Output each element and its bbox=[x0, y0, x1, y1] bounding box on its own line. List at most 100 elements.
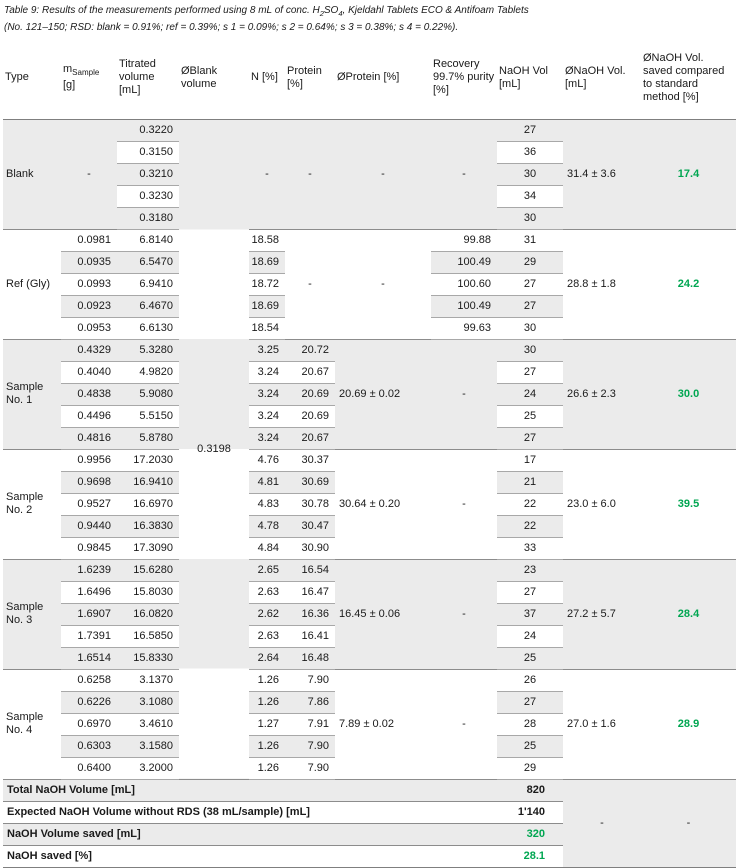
data-row: 0.4816 5.8780 3.24 20.67 27 bbox=[3, 427, 736, 450]
cell-naoh-vol: 33 bbox=[497, 537, 563, 560]
cell-titrated-volume: 0.3150 bbox=[117, 141, 179, 164]
cell-protein: 30.47 bbox=[285, 515, 335, 538]
cell-protein: 20.67 bbox=[285, 427, 335, 450]
cell-nitrogen: 18.54 bbox=[249, 317, 285, 340]
cell-titrated-volume: 5.5150 bbox=[117, 405, 179, 428]
cell-avg-naoh: 27.2 ± 5.7 bbox=[563, 558, 641, 669]
data-row: Ref (Gly) 0.0981 6.8140 18.58- -99.88 31 28.8 … bbox=[3, 228, 736, 339]
cell-nitrogen: 1.27 bbox=[249, 713, 285, 736]
data-row: 0.9698 16.9410 4.81 30.69 21 bbox=[3, 471, 736, 494]
cell-titrated-volume: 3.4610 bbox=[117, 713, 179, 736]
cell-titrated-volume: 5.8780 bbox=[117, 427, 179, 450]
cell-titrated-volume: 3.2000 bbox=[117, 757, 179, 780]
cell-nitrogen: 2.63 bbox=[249, 581, 285, 604]
cell-titrated-volume: 6.5470 bbox=[117, 251, 179, 274]
cell-protein: 7.90 bbox=[285, 735, 335, 758]
summary-row: Expected NaOH Volume without RDS (38 mL/… bbox=[3, 800, 736, 823]
cell-naoh-vol: 30 bbox=[497, 163, 563, 186]
cell-mass: 0.0981 bbox=[61, 228, 117, 252]
cell-naoh-saved: 28.9 bbox=[641, 668, 736, 779]
cell-mass: 0.9527 bbox=[61, 493, 117, 516]
cell-naoh-vol: 27 bbox=[497, 118, 563, 142]
cell-recovery-merged: - bbox=[431, 668, 497, 779]
summary-value: 1'140 bbox=[497, 800, 563, 823]
cell-protein: 30.90 bbox=[285, 537, 335, 560]
type-cell: Sample No. 3 bbox=[3, 558, 61, 669]
column-header-avg-naoh: ØNaOH Vol. [mL] bbox=[563, 37, 641, 120]
cell-titrated-volume: 0.3230 bbox=[117, 185, 179, 208]
data-row: Sample No. 4 0.6258 3.1370 1.26 7.90 7.89 ± 0… bbox=[3, 668, 736, 779]
cell-naoh-vol: 27 bbox=[497, 361, 563, 384]
cell-titrated-volume: 15.6280 bbox=[117, 558, 179, 582]
cell-nitrogen: 18.69 bbox=[249, 295, 285, 318]
cell-naoh-vol: 22 bbox=[497, 493, 563, 516]
data-row: 0.9845 17.3090 4.84 30.90 33 bbox=[3, 537, 736, 560]
cell-mass: 0.0935 bbox=[61, 251, 117, 274]
blank-volume-cell: 0.3198 bbox=[179, 118, 249, 779]
data-row: 0.9440 16.3830 4.78 30.47 22 bbox=[3, 515, 736, 538]
cell-avg-protein: 30.64 ± 0.20 bbox=[335, 448, 431, 559]
summary-saved-dash: - bbox=[641, 778, 736, 868]
cell-mass: 0.0993 bbox=[61, 273, 117, 296]
cell-titrated-volume: 16.5850 bbox=[117, 625, 179, 648]
cell-protein: 7.90 bbox=[285, 757, 335, 780]
data-row: 0.4838 5.9080 3.24 20.69 24 bbox=[3, 383, 736, 406]
cell-nitrogen: 1.26 bbox=[249, 735, 285, 758]
cell-nitrogen: 1.26 bbox=[249, 668, 285, 692]
cell-nitrogen-merged: - bbox=[249, 118, 285, 229]
column-header-naoh-vol: NaOH Vol [mL] bbox=[497, 37, 563, 120]
cell-recovery-merged: - bbox=[431, 558, 497, 669]
cell-nitrogen: 4.83 bbox=[249, 493, 285, 516]
column-header-naoh-saved: ØNaOH Vol. saved compared to standard me… bbox=[641, 37, 736, 120]
cell-titrated-volume: 6.6130 bbox=[117, 317, 179, 340]
data-row: 0.0923 6.4670 18.69 100.49 27 bbox=[3, 295, 736, 318]
cell-protein: 20.67 bbox=[285, 361, 335, 384]
data-row: Sample No. 1 0.4329 5.3280 3.25 20.72 20.69 ±… bbox=[3, 338, 736, 449]
cell-protein: 16.36 bbox=[285, 603, 335, 626]
cell-titrated-volume: 4.9820 bbox=[117, 361, 179, 384]
cell-protein: 7.90 bbox=[285, 668, 335, 692]
cell-nitrogen: 3.24 bbox=[249, 361, 285, 384]
table-body: Blank -0.3220 0.3198- - - -27 31.4 ± 3.6 17.4 0.… bbox=[3, 118, 736, 868]
data-row: 1.6514 15.8330 2.64 16.48 25 bbox=[3, 647, 736, 670]
cell-nitrogen: 2.65 bbox=[249, 558, 285, 582]
summary-row: NaOH Volume saved [mL] 320 bbox=[3, 822, 736, 845]
cell-avg-protein: - bbox=[335, 228, 431, 339]
cell-naoh-vol: 25 bbox=[497, 405, 563, 428]
cell-naoh-vol: 30 bbox=[497, 338, 563, 362]
cell-protein-merged: - bbox=[285, 118, 335, 229]
caption-line2: (No. 121–150; RSD: blank = 0.91%; ref = … bbox=[4, 22, 459, 33]
summary-label: NaOH Volume saved [mL] bbox=[3, 822, 497, 845]
cell-recovery: 100.49 bbox=[431, 251, 497, 274]
cell-naoh-vol: 25 bbox=[497, 647, 563, 670]
cell-naoh-vol: 27 bbox=[497, 273, 563, 296]
column-header-mass: mSample [g] bbox=[61, 37, 117, 120]
cell-recovery-merged: - bbox=[431, 118, 497, 229]
cell-avg-protein: - bbox=[335, 118, 431, 229]
column-header-titrated: Titrated volume [mL] bbox=[117, 37, 179, 120]
cell-mass: 0.6226 bbox=[61, 691, 117, 714]
summary-row: Total NaOH Volume [mL] 820- - bbox=[3, 778, 736, 868]
cell-mass: 1.6239 bbox=[61, 558, 117, 582]
data-row: 0.6970 3.4610 1.27 7.91 28 bbox=[3, 713, 736, 736]
cell-titrated-volume: 3.1370 bbox=[117, 668, 179, 692]
summary-value: 820 bbox=[497, 778, 563, 801]
cell-avg-naoh: 23.0 ± 6.0 bbox=[563, 448, 641, 559]
column-header-recovery: Recovery 99.7% purity [%] bbox=[431, 37, 497, 120]
cell-mass: 0.9698 bbox=[61, 471, 117, 494]
cell-naoh-vol: 23 bbox=[497, 558, 563, 582]
cell-nitrogen: 4.76 bbox=[249, 448, 285, 472]
cell-nitrogen: 4.78 bbox=[249, 515, 285, 538]
cell-naoh-vol: 30 bbox=[497, 207, 563, 230]
cell-naoh-saved: 28.4 bbox=[641, 558, 736, 669]
cell-recovery-merged: - bbox=[431, 448, 497, 559]
cell-recovery-merged: - bbox=[431, 338, 497, 449]
cell-naoh-vol: 24 bbox=[497, 625, 563, 648]
cell-nitrogen: 2.62 bbox=[249, 603, 285, 626]
cell-titrated-volume: 5.9080 bbox=[117, 383, 179, 406]
type-cell: Sample No. 1 bbox=[3, 338, 61, 449]
cell-protein: 16.54 bbox=[285, 558, 335, 582]
data-row: 0.4040 4.9820 3.24 20.67 27 bbox=[3, 361, 736, 384]
cell-mass: 0.4329 bbox=[61, 338, 117, 362]
cell-protein: 16.48 bbox=[285, 647, 335, 670]
